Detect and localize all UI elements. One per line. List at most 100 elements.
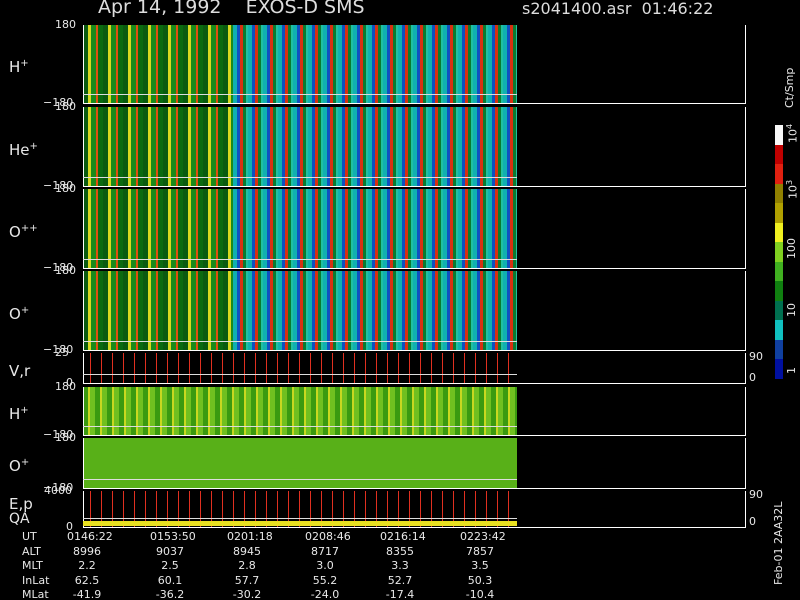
label-sup: + bbox=[29, 140, 38, 152]
trace bbox=[83, 259, 517, 260]
trace bbox=[83, 177, 517, 178]
panel-label: He+ bbox=[9, 141, 38, 159]
label-sup: + bbox=[20, 304, 30, 316]
label-sup: + bbox=[20, 457, 30, 468]
axis-line bbox=[745, 271, 746, 350]
panel-label: QA bbox=[9, 511, 30, 527]
panel-label: O+ bbox=[9, 305, 29, 323]
tick-label: −180 bbox=[43, 428, 74, 441]
cell: 2.5 bbox=[161, 559, 179, 572]
cell: 55.2 bbox=[312, 573, 338, 587]
tick-label: 0 bbox=[749, 515, 756, 528]
base: 100 bbox=[785, 238, 798, 259]
trace bbox=[83, 341, 517, 342]
row-label: UT bbox=[22, 530, 37, 543]
tick-label: −180 bbox=[43, 343, 74, 356]
cell: 8355 bbox=[386, 544, 414, 558]
spectrogram bbox=[83, 107, 517, 186]
spectrogram bbox=[83, 387, 517, 435]
tick-label: 90 bbox=[749, 350, 763, 363]
colorbar-cell bbox=[775, 144, 783, 165]
colorbar-cell bbox=[775, 339, 783, 360]
cell: 0146:22 bbox=[67, 530, 113, 543]
cell: 52.7 bbox=[387, 573, 413, 587]
axis-line bbox=[745, 438, 746, 488]
label-text: O bbox=[9, 222, 21, 241]
axis-line bbox=[83, 271, 84, 350]
panel-label: V,r bbox=[9, 362, 30, 380]
file-label: s2041400.asr 01:46:22 bbox=[522, 0, 714, 18]
row-label: ALT bbox=[22, 544, 41, 558]
panel-label: O+ bbox=[9, 457, 29, 475]
cell: 8996 bbox=[73, 544, 101, 558]
tick-label: 0 bbox=[66, 520, 73, 533]
colorbar-unit: Ct/Smp bbox=[783, 67, 796, 108]
cell: -24.0 bbox=[310, 588, 340, 600]
panel-label: H+ bbox=[9, 405, 29, 423]
row-label: MLat bbox=[22, 588, 49, 600]
title: Apr 14, 1992 EXOS-D SMS bbox=[98, 0, 365, 18]
axis-line bbox=[83, 103, 746, 104]
base: 10 bbox=[785, 303, 798, 317]
cell: 0153:50 bbox=[150, 530, 196, 543]
axis-line bbox=[83, 527, 746, 528]
exp: 3 bbox=[785, 179, 794, 185]
spec-left bbox=[83, 25, 233, 103]
row-label: InLat bbox=[22, 573, 50, 587]
label-text: H bbox=[9, 58, 21, 76]
spectrogram bbox=[83, 353, 517, 383]
axis-line bbox=[745, 107, 746, 186]
trace bbox=[83, 479, 517, 480]
label-text: O bbox=[9, 304, 21, 323]
exp: 4 bbox=[785, 123, 794, 129]
axis-line bbox=[83, 25, 84, 103]
label-sup: + bbox=[20, 405, 29, 416]
label-sup: + bbox=[20, 58, 29, 69]
cell: 7857 bbox=[466, 544, 494, 558]
cell: 0208:46 bbox=[305, 530, 351, 543]
axis-line bbox=[83, 387, 84, 435]
spec-right bbox=[233, 189, 517, 268]
label-text: O bbox=[9, 457, 21, 475]
base: 10 bbox=[786, 129, 800, 143]
colorbar-cell bbox=[775, 261, 783, 282]
axis-line bbox=[745, 25, 746, 103]
panel-label: O++ bbox=[9, 223, 38, 241]
cell: 62.5 bbox=[74, 573, 100, 587]
label-text: E,p bbox=[9, 495, 33, 513]
trace bbox=[83, 374, 517, 375]
axis-line bbox=[83, 350, 746, 351]
trace bbox=[83, 518, 517, 519]
axis-line bbox=[83, 189, 84, 268]
spectrogram bbox=[83, 438, 517, 488]
tick-label: 4000 bbox=[44, 484, 72, 497]
cell: -17.4 bbox=[385, 588, 415, 600]
axis-line bbox=[83, 435, 746, 436]
label-sup: ++ bbox=[20, 222, 38, 234]
axis-line bbox=[83, 268, 746, 269]
label-text: H bbox=[9, 405, 21, 423]
cell: 0201:18 bbox=[227, 530, 273, 543]
axis-line bbox=[83, 383, 746, 384]
colorbar-cell bbox=[775, 320, 783, 340]
tick-label: 0 bbox=[749, 371, 756, 384]
spec-left bbox=[83, 189, 233, 268]
spectrogram bbox=[83, 189, 517, 268]
cell: 8717 bbox=[311, 544, 339, 558]
spectrogram bbox=[83, 25, 517, 103]
colorbar-cell bbox=[775, 125, 783, 145]
cell: 3.0 bbox=[316, 559, 334, 572]
cell: 3.5 bbox=[471, 559, 489, 572]
cell: 57.7 bbox=[234, 573, 260, 587]
tick-label: −180 bbox=[43, 96, 74, 109]
colorbar-cell bbox=[775, 300, 783, 321]
tick-label: 180 bbox=[55, 182, 76, 195]
tick-label: 90 bbox=[749, 488, 763, 501]
tick-label: 180 bbox=[55, 18, 76, 31]
qa-bar bbox=[83, 521, 517, 526]
axis-line bbox=[83, 491, 84, 527]
axis-line bbox=[745, 353, 746, 383]
colorbar-cell bbox=[775, 183, 783, 204]
colorbar-cell bbox=[775, 359, 783, 379]
tick-label: 180 bbox=[55, 431, 76, 444]
